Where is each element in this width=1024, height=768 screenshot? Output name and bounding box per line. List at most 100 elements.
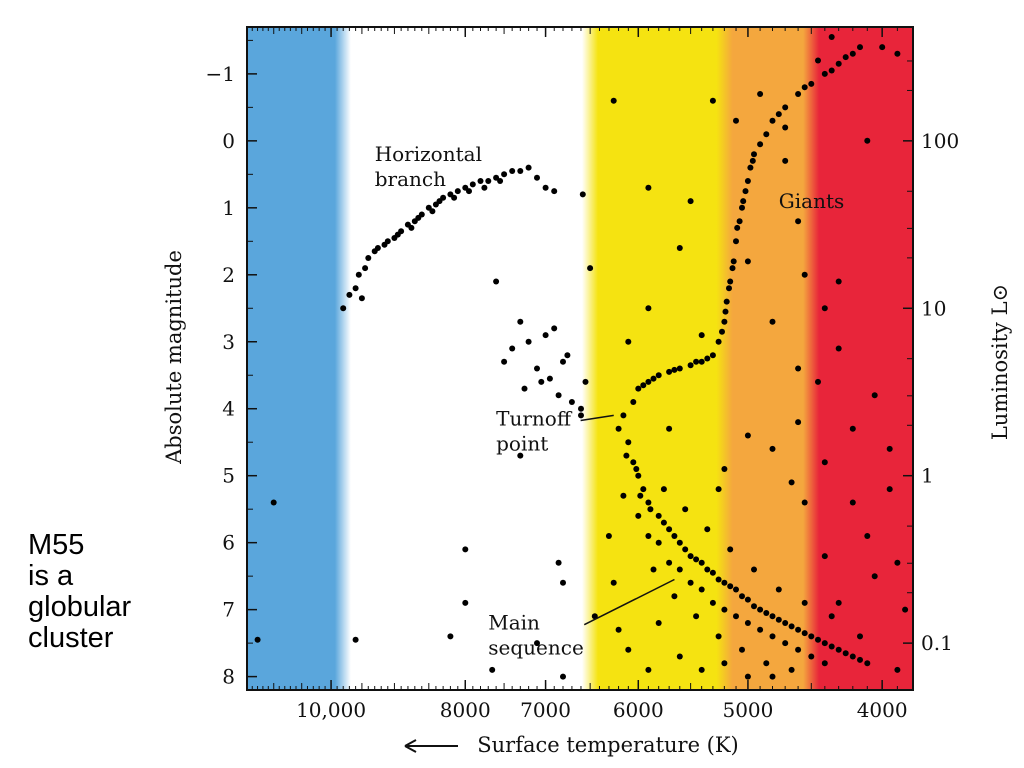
data-point — [620, 412, 627, 419]
data-point — [894, 559, 901, 566]
caption-line: is a — [28, 560, 74, 592]
data-point — [352, 285, 359, 292]
data-point — [795, 365, 802, 372]
y-tick-label: 3 — [222, 330, 235, 354]
y2-tick-label: 1 — [921, 464, 934, 488]
data-point — [481, 184, 488, 191]
data-point — [704, 355, 711, 362]
data-point — [835, 345, 842, 352]
data-point — [744, 432, 751, 439]
data-point — [655, 512, 662, 519]
data-point — [660, 486, 667, 493]
data-point — [721, 660, 728, 667]
data-point — [517, 168, 524, 174]
data-point — [709, 599, 716, 606]
data-point — [509, 168, 516, 174]
data-point — [733, 238, 739, 245]
data-point — [736, 218, 743, 225]
data-point — [715, 633, 722, 640]
caption-line: globular — [28, 591, 132, 623]
data-point — [647, 506, 654, 513]
annotation-text: Giants — [779, 189, 844, 213]
data-point — [687, 198, 694, 205]
data-point — [693, 358, 700, 365]
data-point — [857, 44, 863, 51]
x-tick-label: 4000 — [857, 698, 908, 722]
data-point — [579, 191, 586, 198]
data-point — [801, 599, 808, 606]
y-axis-title: Absolute magnitude — [162, 250, 186, 465]
annotation-text: Main — [488, 611, 540, 635]
data-point — [835, 60, 842, 67]
data-point — [795, 91, 802, 97]
data-point — [751, 151, 757, 158]
data-point — [739, 593, 745, 600]
data-point — [769, 613, 776, 620]
data-point — [591, 613, 598, 620]
data-point — [747, 164, 754, 171]
data-point — [666, 559, 673, 566]
data-point — [374, 245, 381, 251]
data-point — [645, 305, 652, 312]
data-point — [704, 526, 711, 533]
y-tick-label: 2 — [222, 263, 235, 287]
data-point — [362, 265, 369, 272]
y-tick-label: 8 — [222, 665, 235, 689]
data-point — [671, 366, 678, 373]
data-point — [808, 653, 815, 660]
data-point — [788, 479, 795, 486]
y-tick-label: 5 — [222, 464, 235, 488]
data-point — [782, 640, 789, 647]
data-point — [340, 305, 347, 312]
y-tick-label: −1 — [206, 62, 235, 86]
data-point — [775, 111, 782, 118]
data-point — [497, 178, 504, 184]
data-point — [633, 466, 640, 472]
data-point — [582, 378, 589, 385]
data-point — [763, 610, 770, 616]
data-point — [894, 50, 901, 57]
data-point — [734, 224, 741, 231]
data-point — [815, 57, 821, 64]
data-point — [698, 559, 705, 566]
data-point — [493, 174, 500, 181]
data-point — [560, 579, 566, 586]
data-point — [640, 382, 647, 389]
data-point — [501, 358, 508, 365]
data-point — [835, 278, 842, 285]
annotation-text: branch — [375, 167, 446, 191]
data-point — [645, 184, 652, 191]
data-point — [727, 546, 734, 553]
data-point — [749, 157, 756, 164]
data-point — [886, 445, 893, 452]
data-point — [682, 546, 689, 553]
data-point — [886, 486, 893, 493]
data-point — [645, 378, 652, 385]
data-point — [650, 566, 657, 573]
y-tick-label: 0 — [222, 129, 235, 153]
data-point — [698, 358, 705, 365]
data-point — [715, 576, 722, 583]
data-point — [801, 271, 808, 278]
data-point — [721, 606, 728, 613]
data-point — [645, 533, 652, 539]
data-point — [615, 425, 622, 432]
data-point — [788, 623, 795, 630]
data-point — [630, 459, 637, 466]
data-point — [821, 70, 828, 77]
data-point — [742, 188, 749, 195]
data-point — [821, 459, 828, 466]
data-point — [757, 141, 764, 148]
data-point — [462, 599, 469, 606]
data-point — [715, 338, 722, 345]
caption-line: cluster — [28, 622, 114, 654]
data-point — [676, 566, 683, 573]
data-point — [660, 519, 667, 526]
data-point — [454, 188, 461, 195]
data-point — [568, 399, 575, 405]
data-point — [727, 583, 734, 590]
data-point — [721, 579, 728, 586]
y-tick-label: 4 — [222, 397, 235, 421]
data-point — [645, 499, 652, 506]
